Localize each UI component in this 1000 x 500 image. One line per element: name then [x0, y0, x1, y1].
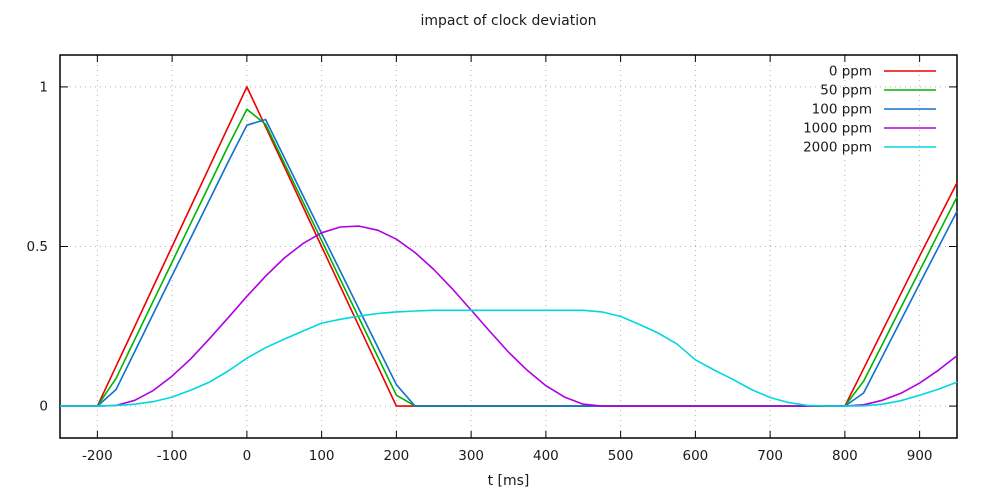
- x-tick-label: 200: [383, 448, 409, 464]
- series-line-100-ppm: [60, 118, 958, 407]
- x-tick-label: 900: [907, 448, 933, 464]
- chart-title: impact of clock deviation: [420, 13, 597, 29]
- x-tick-label: -200: [82, 448, 113, 464]
- legend-label-100-ppm: 100 ppm: [812, 102, 872, 118]
- series-line-1000-ppm: [60, 225, 958, 407]
- legend-label-1000-ppm: 1000 ppm: [803, 121, 872, 137]
- legend-label-50-ppm: 50 ppm: [820, 83, 872, 99]
- x-tick-label: 700: [757, 448, 783, 464]
- x-axis-label: t [ms]: [487, 473, 530, 489]
- x-tick-label: -100: [157, 448, 188, 464]
- y-tick-label: 1: [39, 79, 48, 95]
- series-line-2000-ppm: [60, 309, 958, 407]
- y-tick-label: 0: [39, 399, 48, 415]
- x-tick-label: 0: [243, 448, 252, 464]
- y-tick-label: 0.5: [27, 239, 48, 255]
- x-tick-label: 100: [309, 448, 335, 464]
- plot-border: [59, 54, 958, 439]
- legend-label-2000-ppm: 2000 ppm: [803, 140, 872, 156]
- legend-label-0-ppm: 0 ppm: [829, 64, 872, 80]
- x-tick-label: 800: [832, 448, 858, 464]
- x-tick-label: 300: [458, 448, 484, 464]
- x-tick-label: 500: [608, 448, 634, 464]
- x-tick-label: 400: [533, 448, 559, 464]
- x-tick-label: 600: [682, 448, 708, 464]
